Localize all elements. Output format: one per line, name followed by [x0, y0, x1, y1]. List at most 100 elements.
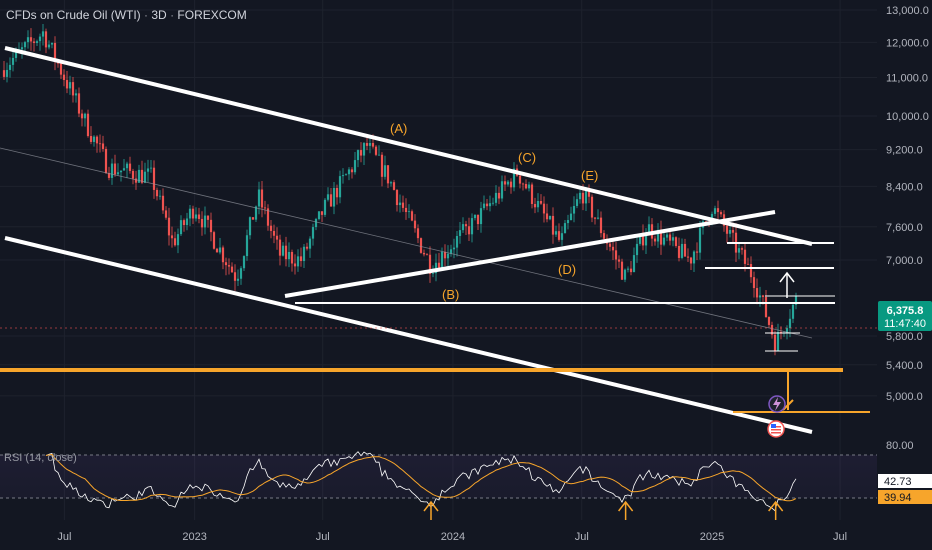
price-tick-label: 11,000.0: [886, 72, 928, 84]
candle-body: [242, 256, 246, 269]
candle-body: [191, 208, 195, 219]
candle-body: [395, 189, 399, 206]
candle-body: [677, 245, 681, 258]
last-price-tag: 6,375.8 11:47:40: [878, 301, 932, 331]
candle-body: [542, 203, 546, 214]
candle-body: [47, 44, 51, 48]
candle-body: [446, 253, 450, 259]
candle-body: [647, 224, 651, 234]
candle-body: [449, 249, 453, 254]
interval-label[interactable]: 3D: [151, 8, 167, 22]
candle-body: [428, 254, 432, 274]
candle-body: [137, 169, 141, 183]
candle-body: [575, 199, 579, 206]
candle-body: [308, 238, 312, 249]
candle-body: [527, 184, 531, 189]
candle-body: [560, 233, 564, 240]
candle-body: [716, 208, 720, 213]
candle-body: [170, 235, 174, 239]
candle-body: [344, 174, 348, 176]
candle-body: [332, 187, 336, 207]
candle-body: [203, 215, 207, 228]
us-flag-icon[interactable]: [767, 420, 785, 438]
rsi-value: 42.73: [884, 476, 912, 488]
rsi-ma-value: 39.94: [884, 492, 912, 504]
candlestick-series: [2, 24, 798, 356]
candle-body: [233, 272, 237, 281]
candle-body: [539, 201, 543, 204]
candle-body: [230, 266, 234, 273]
candle-body: [83, 113, 87, 119]
lightning-icon[interactable]: [768, 395, 786, 413]
candle-body: [251, 217, 255, 220]
candle-body: [269, 225, 273, 231]
candle-body: [119, 170, 123, 173]
price-tick-label: 10,000.0: [886, 111, 929, 123]
candle-body: [149, 167, 153, 169]
rsi-bottom-arrows: [423, 500, 784, 520]
candle-body: [776, 331, 780, 351]
candle-body: [368, 142, 372, 146]
candle-body: [101, 143, 105, 149]
candle-body: [239, 268, 243, 279]
candle-body: [671, 237, 675, 241]
candle-body: [212, 232, 216, 249]
countdown-value: 11:47:40: [884, 318, 926, 330]
candle-body: [551, 215, 555, 235]
candle-body: [689, 257, 693, 264]
candle-body: [638, 234, 642, 244]
candle-body: [236, 278, 240, 281]
candle-body: [263, 207, 267, 209]
candle-body: [143, 171, 147, 183]
candle-body: [89, 136, 93, 142]
candle-body: [167, 217, 171, 236]
candle-body: [173, 238, 177, 246]
candle-body: [374, 146, 378, 155]
candle-body: [74, 93, 78, 96]
candle-body: [788, 318, 792, 329]
candle-body: [215, 248, 219, 253]
candle-body: [155, 189, 159, 197]
candle-body: [104, 148, 108, 174]
candle-body: [380, 154, 384, 177]
candle-body: [563, 223, 567, 234]
rsi-band: [0, 455, 877, 498]
candle-body: [536, 201, 540, 208]
rsi-indicator-label[interactable]: RSI (14, close): [4, 452, 77, 464]
candle-body: [773, 334, 777, 351]
symbol-name[interactable]: CFDs on Crude Oil (WTI): [6, 8, 141, 22]
candle-body: [353, 160, 357, 173]
candle-body: [692, 251, 696, 264]
candle-body: [569, 213, 573, 221]
chart-header: CFDs on Crude Oil (WTI) · 3D · FOREXCOM: [6, 8, 247, 22]
candle-body: [80, 113, 84, 119]
candle-body: [194, 214, 198, 219]
candle-body: [41, 31, 45, 37]
candle-body: [509, 181, 513, 188]
exchange-label: FOREXCOM: [177, 8, 247, 22]
candle-body: [26, 37, 30, 43]
candle-body: [764, 296, 768, 318]
candle-body: [158, 195, 162, 197]
candle-body: [683, 243, 687, 257]
candle-body: [272, 230, 276, 236]
candle-body: [200, 218, 204, 228]
candle-body: [656, 229, 660, 242]
candle-body: [479, 208, 483, 225]
candle-body: [422, 252, 426, 255]
candle-body: [401, 202, 405, 208]
rsi-band-label: 80.00: [886, 440, 914, 452]
time-tick-label: Jul: [57, 531, 71, 543]
candle-body: [662, 237, 666, 245]
candle-body: [521, 183, 525, 185]
candle-body: [134, 178, 138, 183]
candle-body: [623, 269, 627, 280]
candle-body: [32, 41, 36, 43]
candle-body: [50, 42, 54, 45]
price-tick-label: 7,000.0: [886, 255, 923, 267]
arrow-up-icon: [779, 271, 795, 298]
candle-body: [365, 143, 369, 146]
candle-body: [278, 239, 282, 256]
candle-body: [530, 184, 534, 204]
